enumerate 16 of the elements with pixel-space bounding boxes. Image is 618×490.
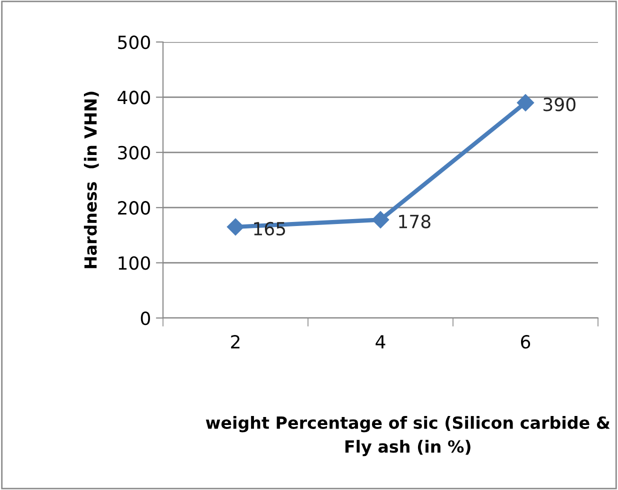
y-tick-label: 200 — [118, 201, 150, 215]
y-tick-label: 400 — [118, 90, 150, 104]
y-tick-label: 300 — [118, 146, 150, 160]
data-label: 390 — [544, 98, 576, 112]
point — [372, 211, 390, 228]
x-tick-label: 2 — [231, 334, 240, 348]
y-tick-label: 500 — [118, 35, 150, 50]
x-tick-label: 4 — [376, 335, 386, 348]
data-label: 178 — [399, 214, 430, 228]
point — [226, 218, 244, 236]
point — [516, 94, 534, 112]
x-axis-title: weight Percentage of sic (Silicon carbide & Fly ash (in %) — [206, 416, 610, 456]
y-tick-label: 100 — [118, 256, 150, 270]
y-tick-label: 0 — [140, 311, 150, 326]
x-tick-label: 6 — [521, 334, 530, 349]
y-axis-title: Hardness (in VHN) — [84, 92, 99, 268]
